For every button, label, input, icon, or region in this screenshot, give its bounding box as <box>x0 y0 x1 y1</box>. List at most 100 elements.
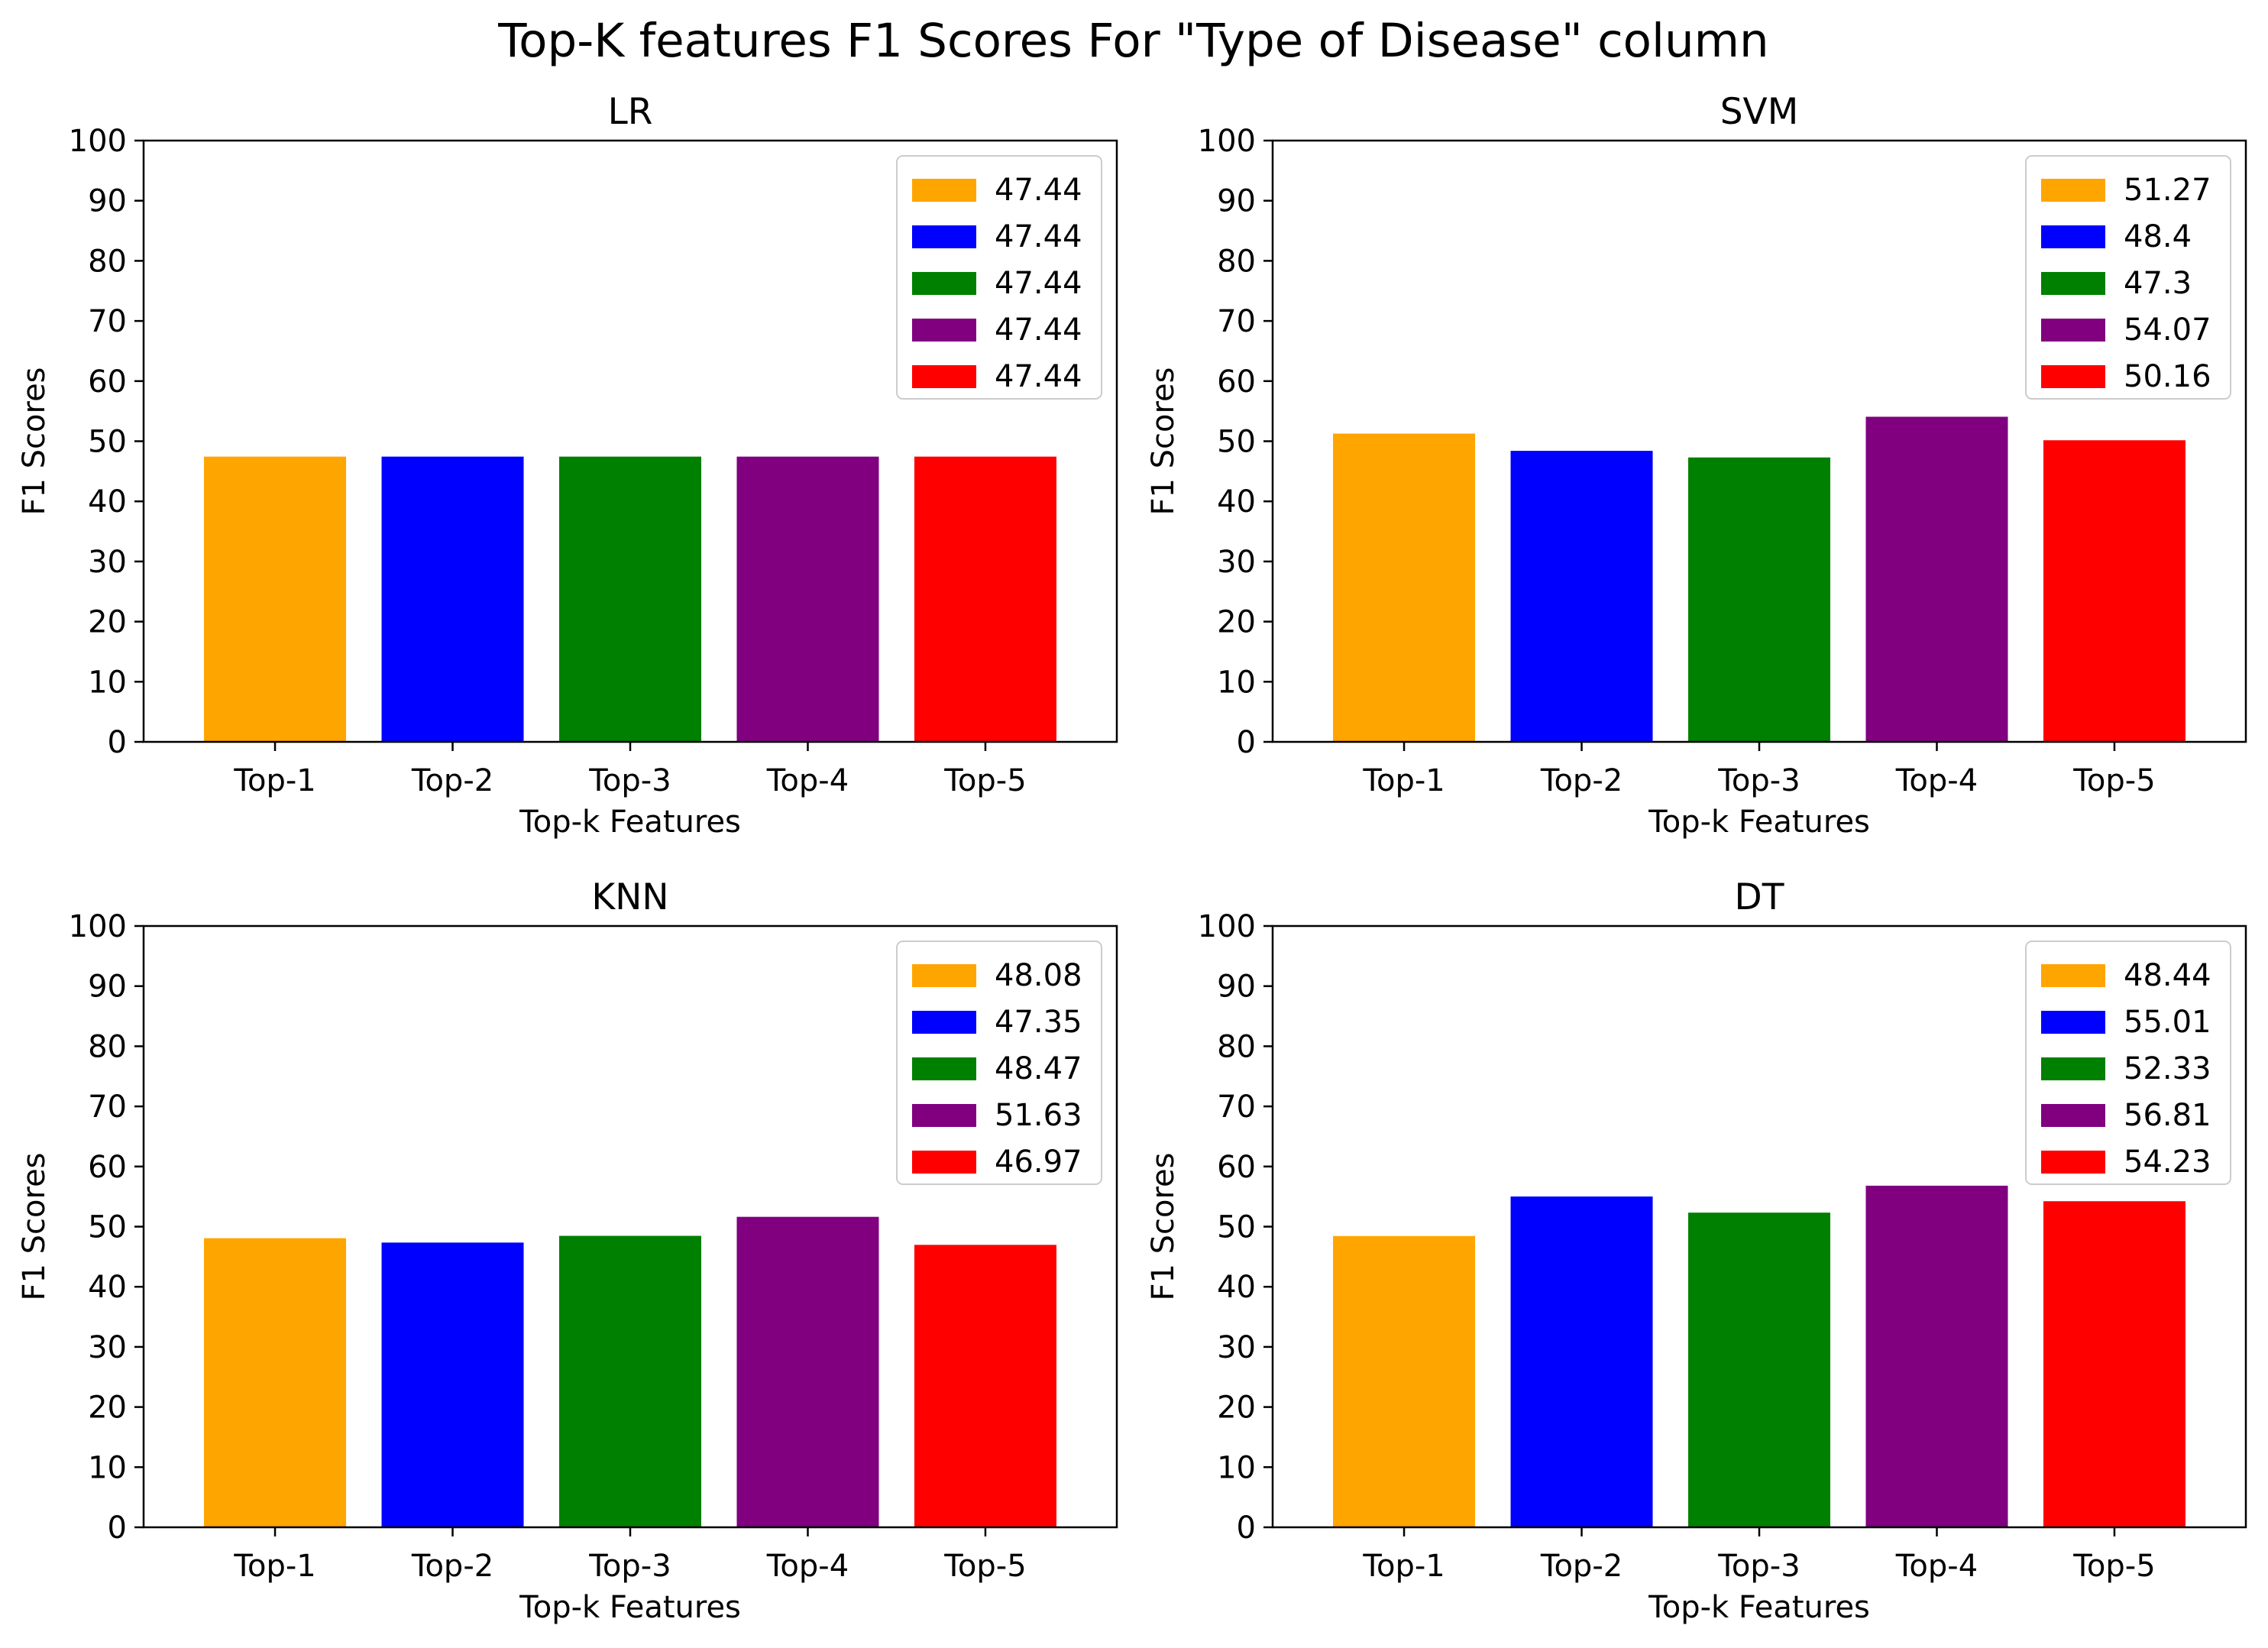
x-tick-label: Top-4 <box>766 763 849 798</box>
legend-label: 54.07 <box>2124 312 2211 348</box>
legend-label: 47.44 <box>995 312 1082 348</box>
y-tick-label: 80 <box>88 1029 127 1064</box>
y-tick-label: 70 <box>88 1089 127 1125</box>
legend-label: 48.44 <box>2124 958 2211 993</box>
y-tick-label: 40 <box>88 484 127 520</box>
legend: 48.44 55.01 52.33 56.81 54.23 <box>2025 941 2231 1185</box>
legend-swatch <box>912 1151 976 1174</box>
legend-swatch <box>2041 1011 2105 1034</box>
x-tick-label: Top-3 <box>1717 1549 1800 1584</box>
x-tick-label: Top-3 <box>588 763 671 798</box>
legend-label: 47.44 <box>995 359 1082 394</box>
legend-swatch <box>912 1104 976 1127</box>
legend-label: 48.08 <box>995 958 1082 993</box>
y-axis-label: F1 Scores <box>1146 1152 1181 1300</box>
legend-label: 48.4 <box>2124 219 2192 254</box>
bar-top-2 <box>381 1242 524 1527</box>
x-axis-label: Top-k Features <box>519 1590 741 1625</box>
y-tick-label: 100 <box>1198 124 1256 159</box>
y-tick-label: 50 <box>1217 1210 1256 1245</box>
bar-top-2 <box>1510 451 1653 742</box>
y-tick-label: 60 <box>88 1150 127 1185</box>
bar-top-1 <box>1333 1235 1476 1527</box>
bar-top-1 <box>204 456 347 742</box>
x-tick-label: Top-5 <box>943 763 1026 798</box>
legend-label: 56.81 <box>2124 1098 2211 1133</box>
x-axis-label: Top-k Features <box>1648 1590 1870 1625</box>
x-tick-label: Top-5 <box>943 1549 1026 1584</box>
legend-swatch <box>2041 179 2105 202</box>
y-tick-label: 60 <box>88 364 127 400</box>
y-tick-label: 20 <box>88 605 127 640</box>
y-tick-label: 10 <box>88 1450 127 1485</box>
bar-top-5 <box>914 456 1056 742</box>
legend-label: 47.44 <box>995 219 1082 254</box>
legend-label: 47.44 <box>995 266 1082 301</box>
y-tick-label: 30 <box>1217 1330 1256 1365</box>
bar-top-1 <box>204 1238 347 1527</box>
y-tick-label: 90 <box>1217 970 1256 1005</box>
bar-top-5 <box>914 1245 1056 1527</box>
legend: 47.44 47.44 47.44 47.44 47.44 <box>896 155 1102 400</box>
x-tick-label: Top-2 <box>1540 1549 1623 1584</box>
x-axis-label: Top-k Features <box>1648 805 1870 840</box>
y-tick-label: 10 <box>88 665 127 700</box>
legend-swatch <box>912 964 976 987</box>
legend-swatch <box>912 1057 976 1080</box>
legend-label: 52.33 <box>2124 1051 2211 1086</box>
y-tick-label: 20 <box>1217 1391 1256 1426</box>
bar-top-3 <box>559 456 701 742</box>
bar-top-5 <box>2043 440 2185 742</box>
x-tick-label: Top-3 <box>1717 763 1800 798</box>
y-tick-label: 60 <box>1217 364 1256 400</box>
bar-top-1 <box>1333 433 1476 742</box>
x-axis-label: Top-k Features <box>519 805 741 840</box>
bar-top-2 <box>381 456 524 742</box>
y-tick-label: 80 <box>1217 244 1256 279</box>
y-tick-label: 0 <box>108 1510 127 1546</box>
figure-title: Top-K features F1 Scores For "Type of Di… <box>497 14 1768 68</box>
y-axis-label: F1 Scores <box>17 1152 52 1300</box>
bar-top-3 <box>1688 1213 1830 1527</box>
bar-top-4 <box>736 1216 879 1527</box>
y-tick-label: 40 <box>88 1270 127 1305</box>
y-tick-label: 0 <box>1237 725 1256 760</box>
y-tick-label: 10 <box>1217 1450 1256 1485</box>
legend-label: 50.16 <box>2124 359 2211 394</box>
y-tick-label: 10 <box>1217 665 1256 700</box>
y-tick-label: 0 <box>1237 1510 1256 1546</box>
legend: 48.08 47.35 48.47 51.63 46.97 <box>896 941 1102 1185</box>
x-tick-label: Top-1 <box>233 763 315 798</box>
y-tick-label: 80 <box>88 244 127 279</box>
subplot-title: KNN <box>591 876 668 918</box>
y-axis-label: F1 Scores <box>1146 367 1181 515</box>
legend-swatch <box>912 179 976 202</box>
x-tick-label: Top-1 <box>233 1549 315 1584</box>
legend-swatch <box>2041 964 2105 987</box>
legend-swatch <box>2041 1104 2105 1127</box>
y-tick-label: 60 <box>1217 1150 1256 1185</box>
x-tick-label: Top-2 <box>1540 763 1623 798</box>
bar-top-4 <box>1865 416 2008 742</box>
subplot-knn: 0 10 20 30 40 50 60 70 80 90 100 Top-1 Top-2 Top-3 Top… <box>17 876 1118 1625</box>
y-tick-label: 30 <box>88 1330 127 1365</box>
legend-label: 47.44 <box>995 173 1082 208</box>
y-tick-label: 20 <box>88 1391 127 1426</box>
y-tick-label: 70 <box>1217 304 1256 339</box>
x-tick-label: Top-2 <box>411 1549 493 1584</box>
bar-top-4 <box>1865 1185 2008 1527</box>
y-tick-label: 40 <box>1217 484 1256 520</box>
x-tick-label: Top-4 <box>766 1549 849 1584</box>
x-tick-label: Top-4 <box>1895 1549 1978 1584</box>
legend-swatch <box>2041 1151 2105 1174</box>
legend-label: 48.47 <box>995 1051 1082 1086</box>
legend: 51.27 48.4 47.3 54.07 50.16 <box>2025 155 2231 400</box>
y-tick-label: 40 <box>1217 1270 1256 1305</box>
legend-label: 47.3 <box>2124 266 2192 301</box>
x-tick-label: Top-1 <box>1362 1549 1445 1584</box>
y-tick-label: 80 <box>1217 1029 1256 1064</box>
y-tick-label: 100 <box>69 124 127 159</box>
subplot-title: LR <box>608 91 653 133</box>
y-tick-label: 0 <box>108 725 127 760</box>
